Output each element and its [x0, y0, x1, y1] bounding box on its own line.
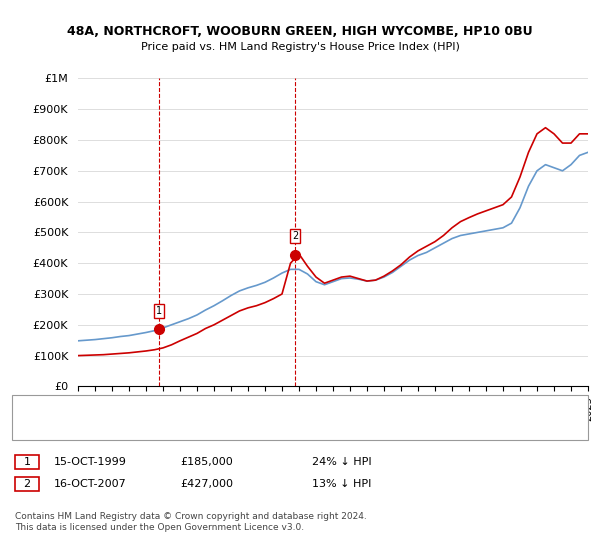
Text: 2: 2	[292, 231, 299, 241]
Text: 15-OCT-1999: 15-OCT-1999	[54, 457, 127, 467]
Text: HPI: Average price, detached house, Buckinghamshire: HPI: Average price, detached house, Buck…	[48, 421, 314, 431]
Text: Price paid vs. HM Land Registry's House Price Index (HPI): Price paid vs. HM Land Registry's House …	[140, 42, 460, 52]
Text: 48A, NORTHCROFT, WOOBURN GREEN, HIGH WYCOMBE, HP10 0BU: 48A, NORTHCROFT, WOOBURN GREEN, HIGH WYC…	[67, 25, 533, 38]
Text: £185,000: £185,000	[180, 457, 233, 467]
Text: 16-OCT-2007: 16-OCT-2007	[54, 479, 127, 489]
Text: —: —	[20, 416, 40, 435]
Text: 1: 1	[23, 457, 31, 467]
Text: 1: 1	[157, 306, 163, 316]
Text: 13% ↓ HPI: 13% ↓ HPI	[312, 479, 371, 489]
Text: —: —	[20, 398, 40, 417]
Text: Contains HM Land Registry data © Crown copyright and database right 2024.
This d: Contains HM Land Registry data © Crown c…	[15, 512, 367, 532]
Text: 24% ↓ HPI: 24% ↓ HPI	[312, 457, 371, 467]
Text: 48A, NORTHCROFT, WOOBURN GREEN, HIGH WYCOMBE, HP10 0BU (detached house): 48A, NORTHCROFT, WOOBURN GREEN, HIGH WYC…	[48, 402, 466, 412]
Text: £427,000: £427,000	[180, 479, 233, 489]
Text: 2: 2	[23, 479, 31, 489]
